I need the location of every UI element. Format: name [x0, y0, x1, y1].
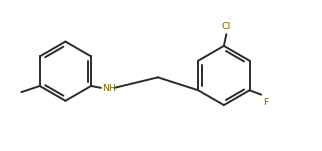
Text: NH: NH	[102, 84, 116, 93]
Text: Cl: Cl	[222, 22, 231, 31]
Text: F: F	[263, 98, 269, 107]
